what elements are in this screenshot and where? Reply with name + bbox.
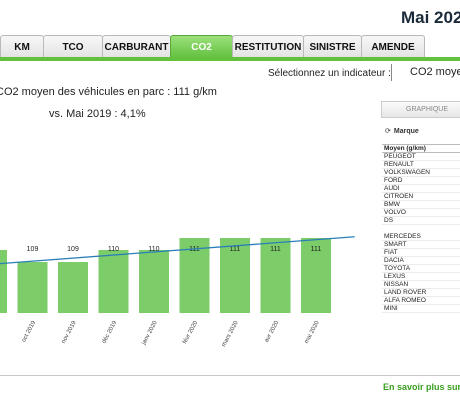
chart-bar <box>301 238 331 313</box>
marque-label-text: Marque <box>393 128 419 135</box>
brand-list-item[interactable]: DACIA <box>382 257 460 265</box>
chart-bar <box>220 238 250 313</box>
x-tick-label: mars 2020 <box>221 320 240 348</box>
brand-list-item[interactable]: LEXUS <box>382 273 460 281</box>
brand-list-item[interactable]: VOLVO <box>382 209 460 217</box>
brand-list-item[interactable]: LAND ROVER <box>382 289 460 297</box>
brand-list-item[interactable]: FIAT <box>382 249 460 257</box>
tab-restitution[interactable]: RESTITUTION <box>232 35 304 58</box>
indicator-select[interactable]: CO2 moyen <box>391 64 460 81</box>
brand-list-item[interactable]: VOLKSWAGEN <box>382 169 460 177</box>
brand-list-item[interactable]: AUDI <box>382 185 460 193</box>
tab-bar: KM TCO CARBURANT CO2 RESTITUTION SINISTR… <box>0 35 425 58</box>
brand-list-gap <box>382 225 460 233</box>
brand-list-item[interactable]: TOYOTA <box>382 265 460 273</box>
en-savoir-plus-link[interactable]: En savoir plus sur <box>383 382 460 392</box>
chart-comparison: vs. Mai 2019 : 4,1% <box>49 108 146 120</box>
bar-data-label: 109 <box>67 246 79 253</box>
chart-bar <box>0 250 7 313</box>
graphique-button-label: GRAPHIQUE <box>406 106 449 113</box>
brand-list-item[interactable]: SMART <box>382 241 460 249</box>
column-header: Moyen (g/km) <box>382 144 460 153</box>
brand-list: PEUGEOT RENAULT VOLKSWAGEN FORD AUDI CITROEN B… <box>382 153 460 313</box>
brand-list-item[interactable]: CITROEN <box>382 193 460 201</box>
tab-km[interactable]: KM <box>0 35 44 58</box>
brand-list-item[interactable]: MERCEDES <box>382 233 460 241</box>
bar-data-label: 110 <box>148 246 159 253</box>
footer-divider <box>0 375 460 376</box>
chart-subtitle: CO2 moyen des véhicules en parc : 111 g/… <box>0 86 217 98</box>
tab-underline <box>0 57 460 61</box>
indicator-label: Sélectionnez un indicateur : <box>268 68 391 79</box>
page-title: Mai 2020 <box>401 8 460 27</box>
bar-data-label: 109 <box>27 246 39 253</box>
brand-list-item[interactable]: NISSAN <box>382 281 460 289</box>
chart-bar <box>139 250 169 313</box>
x-tick-label: nov 2019 <box>61 320 78 345</box>
chart-bar <box>260 238 291 313</box>
tab-carburant[interactable]: CARBURANT <box>102 35 171 58</box>
brand-list-item[interactable]: BMW <box>382 201 460 209</box>
x-tick-label: janv 2020 <box>141 320 159 347</box>
x-tick-label: févr 2020 <box>182 320 199 345</box>
tab-tco[interactable]: TCO <box>43 35 103 58</box>
tab-co2[interactable]: CO2 <box>170 35 233 58</box>
brand-list-item[interactable]: DS <box>382 217 460 225</box>
x-tick-label: déc 2019 <box>101 320 118 345</box>
tab-amende[interactable]: AMENDE <box>361 35 425 58</box>
chart-bar <box>98 250 129 313</box>
graphique-button[interactable]: GRAPHIQUE <box>381 101 460 118</box>
bar-data-label: 111 <box>311 246 322 253</box>
marque-filter-label[interactable]: ⟳ Marque <box>385 127 419 135</box>
bar-data-label: 111 <box>270 246 281 253</box>
brand-list-item[interactable]: MINI <box>382 305 460 313</box>
tab-sinistre[interactable]: SINISTRE <box>303 35 362 58</box>
chart-bar <box>179 238 210 313</box>
chart-bar <box>17 262 48 313</box>
x-tick-label: mai 2020 <box>304 320 321 345</box>
refresh-icon: ⟳ <box>385 128 391 135</box>
x-tick-label: oct 2019 <box>21 320 37 344</box>
brand-list-item[interactable]: FORD <box>382 177 460 185</box>
bar-data-label: 110 <box>108 246 119 253</box>
brand-list-item[interactable]: ALFA ROMEO <box>382 297 460 305</box>
x-tick-label: avr 2020 <box>264 320 281 344</box>
brand-list-item[interactable]: PEUGEOT <box>382 153 460 161</box>
chart-bar <box>58 262 88 313</box>
trend-line <box>0 236 355 265</box>
brand-list-item[interactable]: RENAULT <box>382 161 460 169</box>
bar-data-label: 111 <box>230 246 241 253</box>
